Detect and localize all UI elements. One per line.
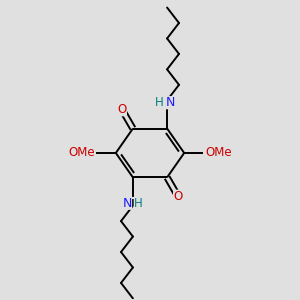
Text: O: O (117, 103, 126, 116)
Text: OMe: OMe (68, 146, 95, 160)
Text: H: H (134, 197, 142, 210)
Text: OMe: OMe (205, 146, 232, 160)
Text: N: N (123, 197, 132, 210)
Text: H: H (155, 96, 164, 109)
Text: N: N (166, 96, 175, 109)
Text: O: O (174, 190, 183, 203)
